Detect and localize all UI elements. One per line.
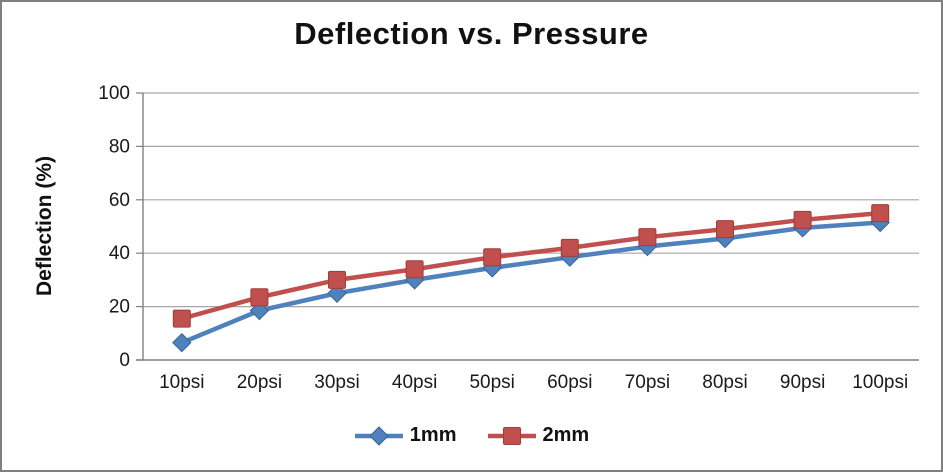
x-tick-label: 60psi [547,372,592,393]
series-line-2mm [179,210,883,321]
data-point-marker-2mm [405,260,424,279]
x-tick-label: 80psi [702,372,747,393]
y-tick-label: 80 [109,136,130,157]
legend-label-2mm: 2mm [542,424,590,446]
y-tick-label: 0 [119,350,130,371]
x-tick-label: 100psi [852,372,908,393]
legend-item-1mm: 1mm [354,424,457,447]
data-point-marker-2mm [483,248,502,267]
data-point-marker-2mm [793,210,812,229]
data-point-marker-2mm [638,228,657,247]
series-line-1mm [179,220,883,345]
x-tick-label: 50psi [469,372,514,393]
data-point-marker-2mm [172,309,191,328]
y-tick-label: 100 [98,83,130,104]
data-point-marker-2mm [328,270,346,289]
legend-marker-shape-2mm [502,426,521,445]
chart-title: Deflection vs. Pressure [294,16,649,51]
legend-marker-2mm [487,426,536,445]
legend-marker-shape-1mm [369,425,389,446]
x-tick-label: 40psi [392,372,437,393]
legend-marker-1mm [354,425,403,446]
legend: 1mm 2mm [2,424,941,447]
data-point-marker-2mm [716,220,734,239]
data-point-marker-2mm [871,204,890,223]
data-point-marker-2mm [250,288,269,307]
x-tick-label: 30psi [314,372,359,393]
y-tick-label: 20 [109,297,130,318]
data-point-marker-2mm [560,238,579,257]
x-tick-label: 90psi [780,372,825,393]
legend-label-1mm: 1mm [409,424,457,446]
x-tick-label: 70psi [625,372,670,393]
y-tick-label: 60 [109,190,130,211]
y-tick-label: 40 [109,243,130,264]
x-tick-label: 10psi [159,372,204,393]
x-tick-label: 20psi [237,372,282,393]
data-point-marker-1mm [172,332,192,353]
legend-item-2mm: 2mm [487,424,590,447]
